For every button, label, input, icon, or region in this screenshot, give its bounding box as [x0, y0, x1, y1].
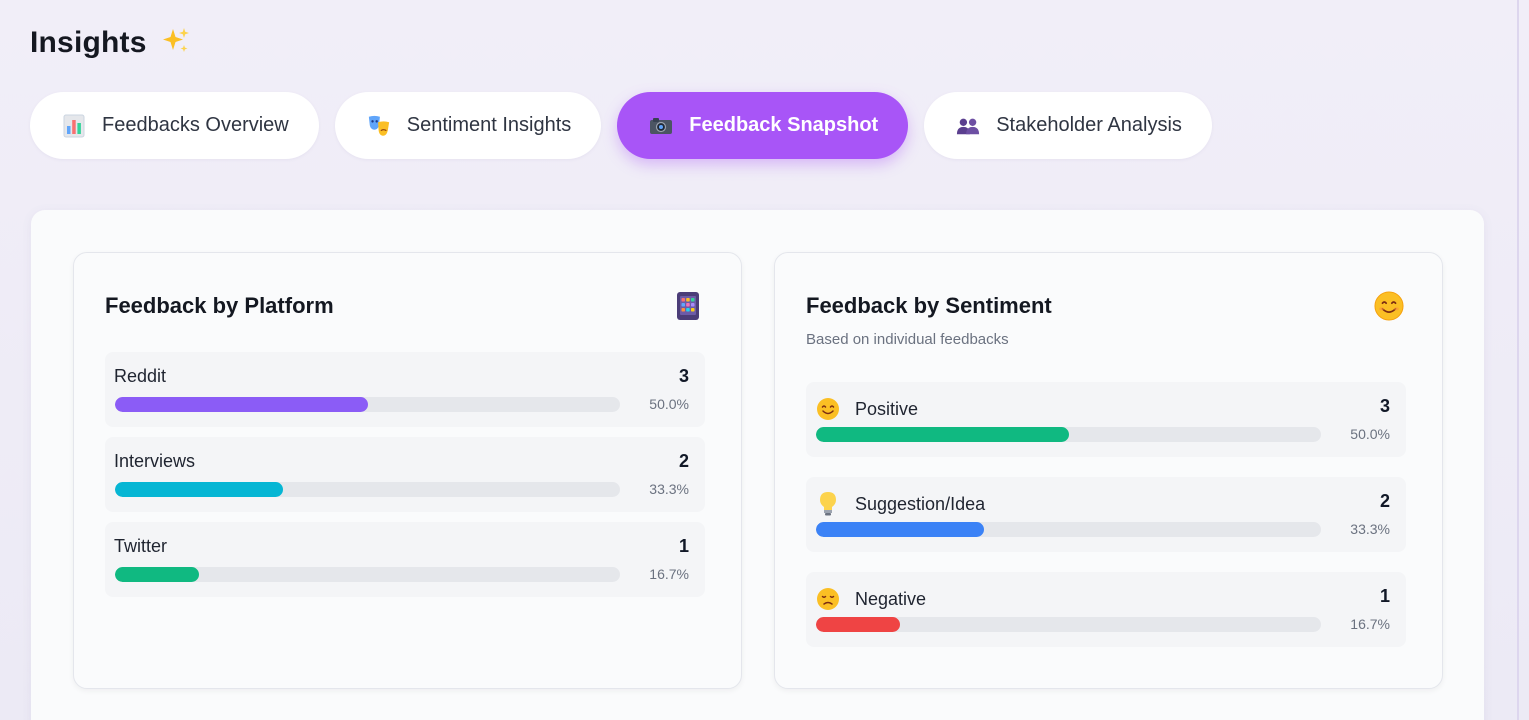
row-percent: 16.7% — [1350, 616, 1390, 632]
row-label-group: Negative — [815, 586, 926, 612]
progress-fill — [115, 482, 284, 497]
platform-card: Feedback by Platform Reddit 3 — [73, 252, 742, 689]
tab-stakeholder-analysis[interactable]: Stakeholder Analysis — [924, 92, 1212, 159]
window-edge-divider — [1517, 0, 1519, 720]
row-count: 2 — [1379, 491, 1390, 511]
progress-track — [115, 482, 620, 497]
light-bulb-icon — [815, 491, 841, 517]
row-percent: 16.7% — [649, 566, 689, 582]
row-label-group: Suggestion/Idea — [815, 491, 985, 517]
sentiment-row-negative: Negative 1 16.7% — [806, 572, 1406, 647]
mobile-phone-icon — [673, 291, 703, 321]
sentiment-card: Feedback by Sentiment Based on individua… — [774, 252, 1443, 689]
platform-row-reddit: Reddit 3 50.0% — [105, 352, 705, 427]
row-percent: 33.3% — [649, 481, 689, 497]
card-title: Feedback by Platform — [105, 293, 334, 318]
smiling-face-icon — [815, 396, 841, 422]
page-header: Insights — [30, 26, 191, 60]
theater-masks-icon — [367, 114, 391, 138]
row-percent: 50.0% — [1350, 426, 1390, 442]
progress-track — [816, 522, 1321, 537]
row-count: 1 — [1379, 586, 1390, 606]
progress-fill — [115, 567, 200, 582]
card-subtitle: Based on individual feedbacks — [806, 331, 1009, 348]
bar-chart-icon — [62, 114, 86, 138]
sentiment-row-positive: Positive 3 50.0% — [806, 382, 1406, 457]
camera-icon — [649, 114, 673, 138]
tab-sentiment-insights[interactable]: Sentiment Insights — [334, 92, 602, 159]
progress-track — [816, 617, 1321, 632]
progress-track — [816, 427, 1321, 442]
row-count: 2 — [678, 451, 689, 471]
row-label: Twitter — [114, 536, 168, 556]
progress-track — [115, 567, 620, 582]
page-title: Insights — [30, 26, 147, 59]
platform-row-twitter: Twitter 1 16.7% — [105, 522, 705, 597]
progress-track — [115, 397, 620, 412]
sparkles-icon — [161, 26, 191, 60]
tab-feedback-snapshot[interactable]: Feedback Snapshot — [617, 92, 909, 159]
sentiment-row-suggestion: Suggestion/Idea 2 33.3% — [806, 477, 1406, 552]
tab-label: Stakeholder Analysis — [996, 114, 1182, 136]
row-label-group: Positive — [815, 396, 918, 422]
sad-face-icon — [815, 586, 841, 612]
progress-fill — [115, 397, 368, 412]
row-count: 3 — [1379, 396, 1390, 416]
row-count: 3 — [678, 366, 689, 386]
row-label: Positive — [855, 398, 919, 419]
progress-fill — [816, 427, 1069, 442]
people-icon — [956, 114, 980, 138]
tab-label: Feedbacks Overview — [102, 114, 289, 136]
snapshot-panel: Feedback by Platform Reddit 3 — [31, 210, 1484, 720]
row-percent: 50.0% — [649, 396, 689, 412]
tab-bar: Feedbacks Overview Sentiment Insights Fe… — [30, 92, 1212, 159]
platform-row-interviews: Interviews 2 33.3% — [105, 437, 705, 512]
progress-fill — [816, 617, 901, 632]
tab-feedbacks-overview[interactable]: Feedbacks Overview — [30, 92, 319, 159]
row-percent: 33.3% — [1350, 521, 1390, 537]
tab-label: Sentiment Insights — [406, 114, 572, 136]
smiling-face-icon — [1374, 291, 1404, 321]
row-label: Reddit — [114, 366, 167, 386]
tab-label: Feedback Snapshot — [689, 114, 879, 136]
card-title: Feedback by Sentiment — [806, 293, 1052, 318]
row-count: 1 — [678, 536, 689, 556]
row-label: Negative — [855, 588, 927, 609]
row-label: Suggestion/Idea — [855, 493, 986, 514]
progress-fill — [816, 522, 985, 537]
row-label: Interviews — [114, 451, 196, 471]
